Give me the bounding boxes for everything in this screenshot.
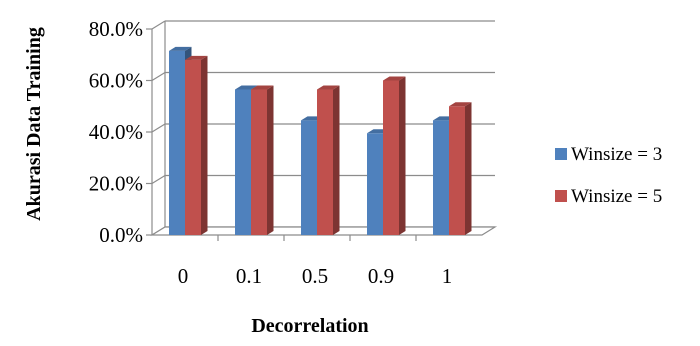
legend-swatch: [555, 148, 567, 160]
legend: Winsize = 3 Winsize = 5: [555, 144, 662, 207]
y-tick-label: 20.0%: [89, 172, 143, 196]
legend-swatch: [555, 190, 567, 202]
gridline-depth: [151, 174, 166, 185]
gridline-depth: [151, 20, 166, 30]
bar-side: [267, 85, 274, 235]
bar-top: [185, 55, 208, 60]
bar-side: [465, 102, 472, 235]
bar-front: [317, 89, 333, 235]
bar-front: [301, 120, 317, 235]
bar-top: [169, 46, 192, 51]
y-axis-title: Akurasi Data Training: [23, 27, 45, 221]
y-tick-label: 60.0%: [89, 69, 143, 93]
bar-top: [251, 85, 274, 90]
bar-front: [251, 89, 267, 235]
y-tick-label: 80.0%: [89, 17, 143, 41]
bar: [449, 102, 472, 235]
bar-front: [383, 80, 399, 235]
y-tick-label: 0.0%: [99, 223, 143, 247]
bar-side: [201, 55, 208, 236]
labels: Akurasi Data Training Decorrelation 0.0%…: [23, 17, 452, 337]
legend-item: Winsize = 5: [555, 186, 662, 207]
bar-front: [449, 106, 465, 235]
bar: [383, 76, 406, 235]
bar-top: [383, 76, 406, 81]
x-axis-title: Decorrelation: [251, 315, 368, 337]
bar-side: [333, 85, 340, 235]
bar-top: [317, 85, 340, 90]
bar: [317, 85, 340, 235]
bar: [251, 85, 274, 235]
bar-front: [169, 50, 185, 236]
bar-front: [185, 59, 201, 236]
x-tick-label: 0.5: [302, 264, 328, 288]
legend-label: Winsize = 3: [571, 144, 662, 165]
gridline-depth: [151, 123, 166, 133]
bars: [169, 46, 472, 236]
bar-top: [449, 102, 472, 107]
x-tick-label: 1: [442, 264, 453, 288]
x-tick-label: 0: [178, 264, 189, 288]
y-tick-label: 40.0%: [89, 120, 143, 144]
bar-side: [399, 76, 406, 235]
bar-front: [367, 133, 383, 235]
gridline-depth: [151, 71, 166, 82]
bar-top: [235, 85, 258, 90]
bar: [185, 55, 208, 236]
legend-item: Winsize = 3: [555, 144, 662, 165]
legend-label: Winsize = 5: [571, 186, 662, 207]
bar-front: [433, 120, 449, 235]
x-tick-label: 0.9: [368, 264, 394, 288]
bar-front: [235, 89, 251, 235]
x-tick-label: 0.1: [236, 264, 262, 288]
